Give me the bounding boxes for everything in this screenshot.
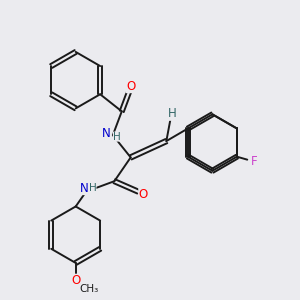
Text: N: N [80, 182, 89, 194]
Text: N: N [102, 127, 111, 140]
Text: O: O [71, 274, 80, 287]
Text: O: O [139, 188, 148, 201]
Text: H: H [168, 107, 177, 120]
Text: H: H [113, 132, 121, 142]
Text: F: F [251, 154, 257, 168]
Text: CH₃: CH₃ [80, 284, 99, 294]
Text: O: O [126, 80, 135, 93]
Text: H: H [89, 183, 97, 193]
